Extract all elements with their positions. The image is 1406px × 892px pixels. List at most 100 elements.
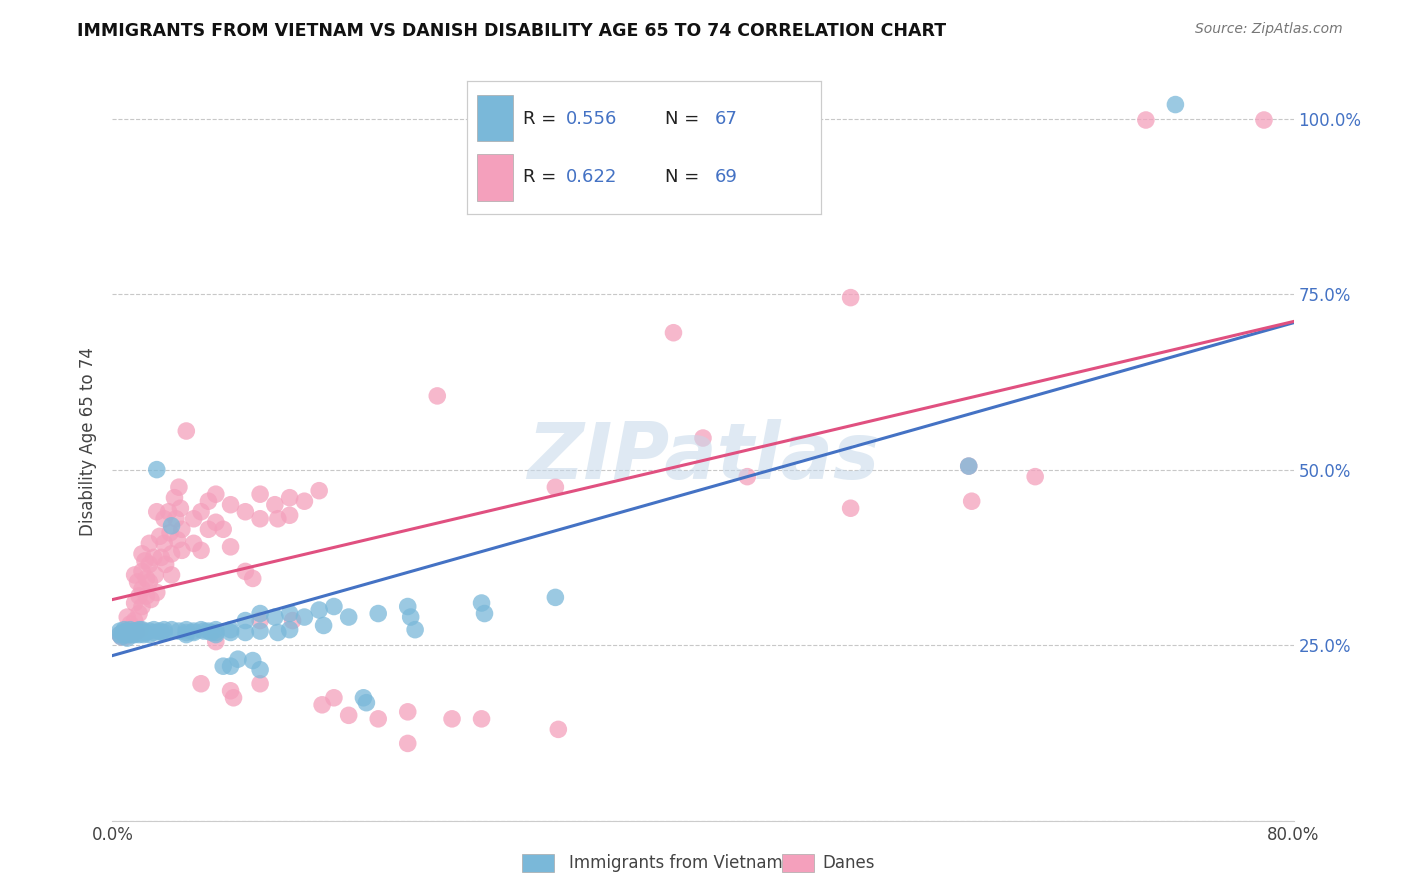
Point <box>142 625 165 640</box>
Point <box>160 547 183 561</box>
Point <box>153 512 176 526</box>
Point <box>122 624 145 639</box>
Point <box>308 603 330 617</box>
Point <box>396 736 419 750</box>
Point <box>125 624 148 639</box>
Point <box>108 627 131 641</box>
Point <box>233 625 256 640</box>
Point <box>470 712 494 726</box>
Point <box>367 607 389 621</box>
Point <box>117 627 138 641</box>
Point <box>183 512 205 526</box>
Point <box>143 568 166 582</box>
Point <box>474 607 496 621</box>
Point <box>249 614 271 628</box>
Point <box>110 630 132 644</box>
Point <box>131 565 153 579</box>
Point <box>200 625 222 640</box>
Point <box>112 623 135 637</box>
Point <box>839 291 862 305</box>
Point <box>160 568 183 582</box>
Point <box>197 494 219 508</box>
Point <box>249 677 271 691</box>
Point <box>190 543 212 558</box>
Point <box>174 627 197 641</box>
Point <box>219 659 242 673</box>
Point <box>233 565 256 579</box>
Point <box>323 599 346 614</box>
Point <box>441 712 464 726</box>
Point <box>183 625 205 640</box>
Point <box>219 623 242 637</box>
Point <box>267 512 290 526</box>
Point <box>737 469 759 483</box>
Point <box>134 625 156 640</box>
Point <box>124 625 146 640</box>
Point <box>544 591 567 605</box>
Point <box>399 610 422 624</box>
Point <box>264 498 287 512</box>
Point <box>426 389 449 403</box>
Point <box>121 621 143 635</box>
Point <box>470 596 494 610</box>
Point <box>146 462 169 476</box>
Point <box>233 505 256 519</box>
Point <box>160 518 183 533</box>
Point <box>134 554 156 568</box>
Point <box>205 625 228 640</box>
Text: ZIPatlas: ZIPatlas <box>527 418 879 495</box>
Point <box>396 705 419 719</box>
Point <box>183 536 205 550</box>
Point <box>308 483 330 498</box>
Point <box>117 625 138 640</box>
Point <box>292 494 315 508</box>
Point <box>226 652 249 666</box>
Point <box>150 625 173 640</box>
Point <box>138 627 160 641</box>
Point <box>157 505 180 519</box>
Point <box>118 625 141 640</box>
Point <box>1024 469 1046 483</box>
Point <box>135 571 157 585</box>
Point <box>396 599 419 614</box>
Point <box>278 508 301 523</box>
Point <box>311 698 333 712</box>
Point <box>183 624 205 639</box>
Point <box>1164 97 1187 112</box>
Point <box>146 505 169 519</box>
Point <box>1135 113 1157 128</box>
Point <box>190 677 212 691</box>
Point <box>146 585 169 599</box>
Point <box>153 536 176 550</box>
Point <box>337 708 360 723</box>
Point <box>159 525 181 540</box>
Point <box>114 627 136 641</box>
Point <box>205 487 228 501</box>
Point <box>149 529 172 543</box>
Point <box>212 659 235 673</box>
Point <box>142 550 165 565</box>
Point <box>960 494 983 508</box>
Point <box>281 614 304 628</box>
Point <box>692 431 714 445</box>
Point <box>1253 113 1275 128</box>
Point <box>110 630 132 644</box>
Point <box>170 522 193 536</box>
Y-axis label: Disability Age 65 to 74: Disability Age 65 to 74 <box>79 347 97 536</box>
Point <box>193 624 215 639</box>
Point <box>169 501 191 516</box>
Point <box>131 547 153 561</box>
Point <box>174 623 197 637</box>
Point <box>127 574 149 589</box>
Point <box>125 625 148 640</box>
Point <box>352 690 374 705</box>
Point <box>337 610 360 624</box>
Point <box>153 625 176 640</box>
Point <box>233 614 256 628</box>
Point <box>149 624 172 639</box>
Point <box>267 625 290 640</box>
Point <box>108 624 131 639</box>
Point <box>205 516 228 530</box>
Point <box>174 625 197 640</box>
Point <box>167 480 190 494</box>
